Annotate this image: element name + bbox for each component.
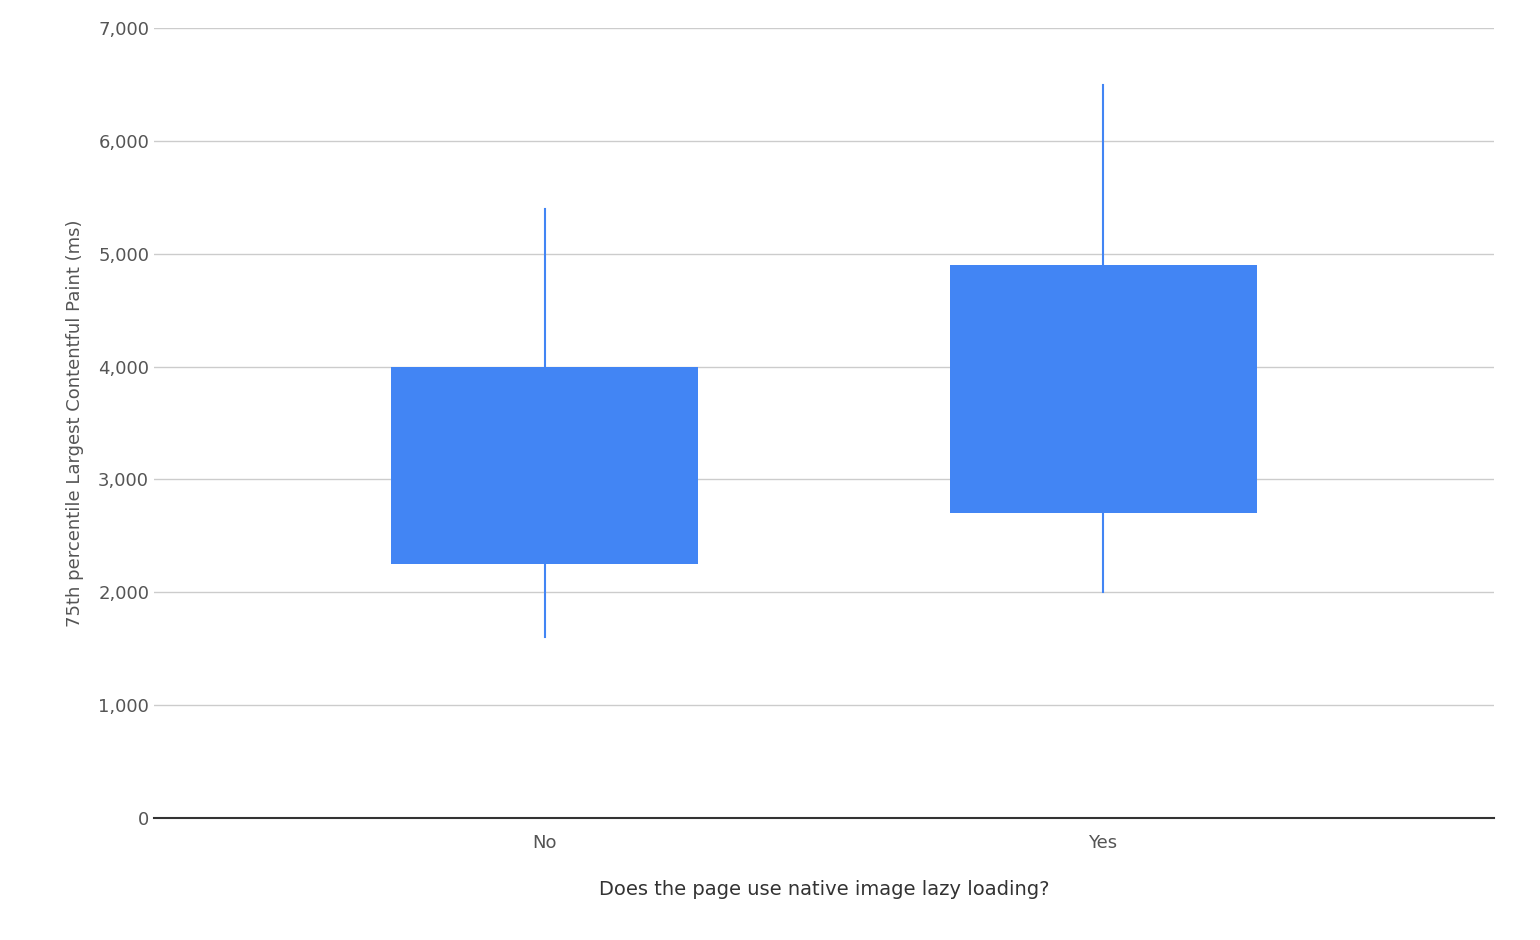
Y-axis label: 75th percentile Largest Contentful Paint (ms): 75th percentile Largest Contentful Paint…: [66, 219, 85, 627]
X-axis label: Does the page use native image lazy loading?: Does the page use native image lazy load…: [599, 880, 1049, 900]
Bar: [391, 367, 698, 564]
Bar: [950, 265, 1257, 513]
